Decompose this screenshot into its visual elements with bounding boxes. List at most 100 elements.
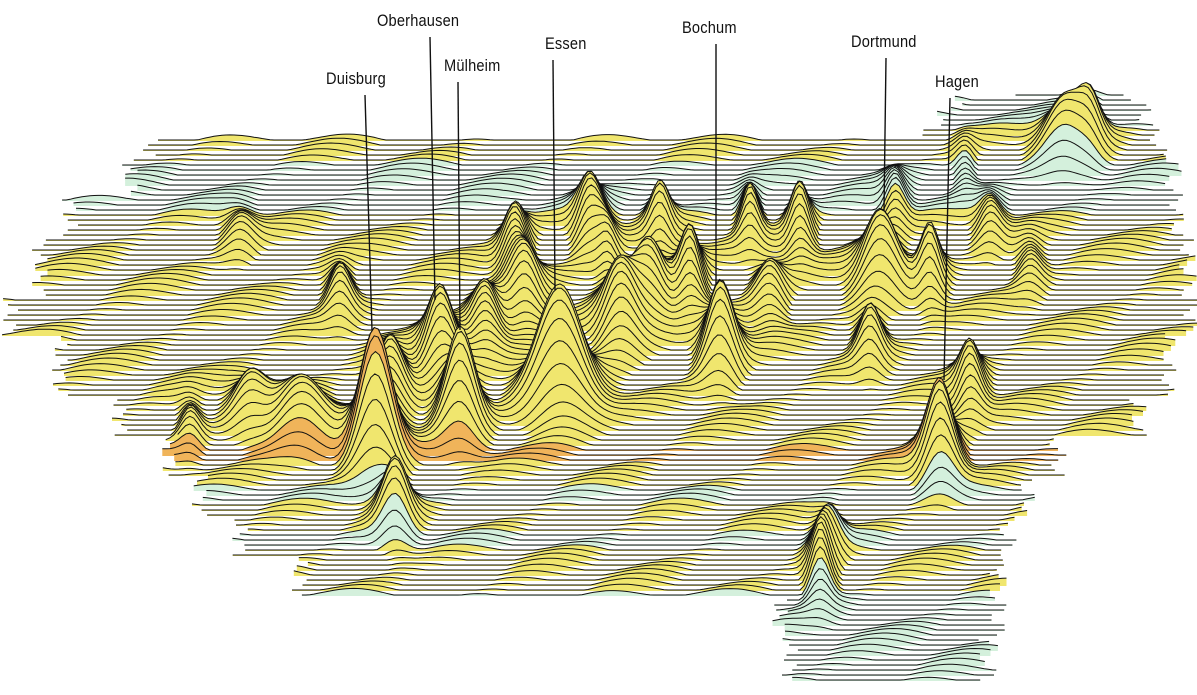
ridge-line [232,506,1001,556]
ridge-line [121,330,1134,426]
city-label-oberhausen: Oberhausen [377,11,460,30]
ridge-line [796,657,985,666]
ridge-fill [792,664,997,671]
ridge-line [201,457,1022,511]
leader-line-duisburg [364,94,373,331]
ridge-line [165,345,1054,441]
ridge-fill [784,624,1005,631]
ridge-line [296,515,997,571]
ridge-line [35,210,1180,271]
ridge-fill [772,617,1005,626]
ridge-line [789,637,990,646]
city-label-duisburg: Duisburg [326,69,386,88]
ridge-line [75,172,1176,211]
ridge-fill [785,628,997,636]
ridge-line [232,502,1017,541]
ridge-line [245,504,1002,551]
ridge-line [73,172,1170,206]
ridge-fill [784,653,980,661]
leader-line-muelheim [457,81,461,331]
ridge-fill [45,194,1194,241]
population-ridgelines [2,81,1197,681]
ridge-line [43,200,1184,246]
ridge-line [196,434,1022,486]
ridge-line [67,288,1176,346]
ridge-line [78,172,1175,226]
ridge-line [111,325,1133,421]
ridge-line [63,184,1184,236]
ridge-fill [786,648,991,656]
ridge-line [143,91,1168,151]
ridge-line [162,373,1055,471]
ridge-line [174,335,1059,461]
ridge-line [784,623,1005,631]
ridge-line [60,282,1166,341]
leader-lines [364,36,951,381]
ridge-line [923,85,1160,131]
city-label-hagen: Hagen [935,72,979,91]
ridge-line [191,462,1025,506]
ridge-line [40,206,1189,256]
ridge-line [52,297,1169,386]
ridge-line [130,139,1179,171]
ridge-fill [67,280,1164,361]
ridge-line [125,164,1166,186]
city-label-essen: Essen [545,34,587,53]
city-label-dortmund: Dortmund [851,32,917,51]
ridge-line [114,358,1147,436]
leader-line-dortmund [883,57,887,211]
ridge-line [2,270,1187,336]
leader-line-essen [552,59,556,291]
ridge-fill [3,238,1197,301]
ridge-line [67,177,1172,231]
ridge-line [792,663,997,671]
ridge-line [169,327,1058,451]
ridge-line [239,492,1004,536]
ridge-fill [137,156,1182,176]
ridge-line [782,632,979,641]
ridge-line [60,286,1173,366]
ridge-line [122,123,1167,166]
ridge-line [797,643,998,651]
ridge-line [206,466,1035,496]
ridge-line [784,652,981,661]
ridge-line [127,342,1144,431]
ridge-line [244,502,1013,546]
ridge-line [937,97,1142,116]
ridge-line [32,201,1181,251]
ridge-line [784,627,997,636]
ridge-fill [55,279,1164,356]
ridge-fill [776,589,1005,611]
ridge-line [782,670,994,676]
ridge-line [954,93,1131,101]
ridge-line [168,398,1065,476]
ridge-line [13,261,1194,331]
ridge-line [779,608,992,621]
ridge-line [133,109,1166,161]
ridge-line [787,568,996,601]
ridge-fill [789,638,990,646]
ridge-line [155,98,1164,156]
ridge-line [207,417,1032,481]
ridge-line [292,545,1000,591]
ridge-line [137,155,1182,176]
ridge-line [63,170,1184,216]
ridge-fill [13,262,1194,331]
ridge-line [202,466,1035,501]
ridge-line [35,215,1188,266]
ridge-line [54,282,1171,351]
ridge-line [16,256,1197,326]
ridge-line [52,298,1177,371]
ridge-line [175,350,1052,466]
ridge-line [193,451,1022,491]
ridge-fill [782,633,979,641]
leader-line-oberhausen [429,36,436,301]
ridge-line [67,170,1184,221]
ridge-line [962,96,1147,106]
ridge-line [786,647,991,656]
ridge-line [306,528,999,581]
ridge-line [301,557,990,596]
ridge-fill [787,599,992,616]
ridge-line [158,81,1150,141]
